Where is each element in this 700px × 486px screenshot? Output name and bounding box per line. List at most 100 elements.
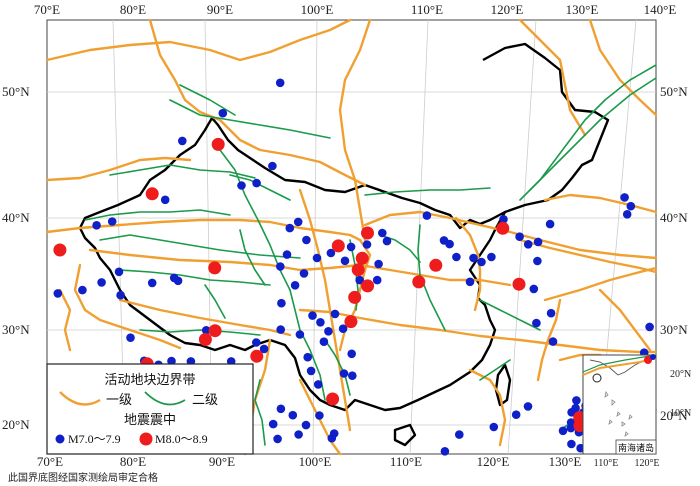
earthquake-m7-marker-72 <box>276 262 285 271</box>
earthquake-m7-marker-67 <box>355 275 365 285</box>
earthquake-m7-marker-47 <box>315 411 324 420</box>
earthquake-m7-marker-32 <box>251 338 261 347</box>
earthquake-m7-marker-115 <box>567 408 576 417</box>
earthquake-m7-marker-70 <box>290 281 300 290</box>
top-tick-110: 110°E <box>411 2 443 17</box>
left-tick-40: 40°N <box>2 210 30 225</box>
earthquake-m7-marker-82 <box>465 277 475 287</box>
inset-label: 南海诸岛 <box>618 442 654 454</box>
inset-label-box <box>615 439 657 455</box>
earthquake-m8-marker-9 <box>361 226 374 240</box>
earthquake-m8-marker-4 <box>198 333 212 346</box>
earthquake-m7-marker-53 <box>294 430 303 439</box>
top-axis-labels: 70°E 80°E 90°E 100°E 110°E 120°E 130°E 1… <box>34 2 676 17</box>
earthquake-m7-marker-8 <box>107 217 117 226</box>
map-approval-note: 此国界底图经国家测绘局审定合格 <box>8 471 158 484</box>
earthquake-m7-marker-39 <box>338 324 348 334</box>
earthquake-m8-marker-0 <box>53 243 67 257</box>
left-tick-50: 50°N <box>2 84 30 99</box>
bottom-tick-130: 130°E <box>549 454 582 469</box>
earthquake-m8-marker-11 <box>351 263 365 277</box>
earthquake-m8-marker-19 <box>512 277 526 291</box>
earthquake-m8-marker-13 <box>348 290 362 304</box>
earthquake-m7-marker-59 <box>326 248 336 258</box>
earthquake-m7-marker-0 <box>275 78 285 88</box>
earthquake-m7-marker-61 <box>346 242 356 252</box>
legend-second-class-label: 二级 <box>192 393 218 408</box>
earthquake-m7-marker-38 <box>330 309 340 319</box>
earthquake-m8-marker-14 <box>344 315 358 329</box>
earthquake-m7-marker-50 <box>288 410 298 420</box>
earthquake-m7-marker-52 <box>273 434 282 444</box>
earthquake-m7-marker-43 <box>313 380 323 389</box>
earthquake-m7-marker-118 <box>566 418 576 427</box>
earthquake-m7-marker-73 <box>282 250 292 259</box>
legend-second-class-swatch <box>144 391 186 406</box>
earthquake-m7-marker-27 <box>167 356 176 366</box>
earthquake-m7-marker-96 <box>511 410 521 420</box>
earthquake-m7-marker-95 <box>523 402 533 411</box>
earthquake-m7-marker-23 <box>173 276 183 286</box>
top-tick-90: 90°E <box>207 2 233 17</box>
earthquake-m7-marker-34 <box>295 330 305 339</box>
earthquake-m8-marker-18 <box>496 221 510 235</box>
earthquake-m7-marker-44 <box>339 369 349 378</box>
earthquake-m7-marker-56 <box>327 433 337 443</box>
inset-m8-marker <box>644 356 652 364</box>
earthquake-m7-marker-108 <box>622 210 632 219</box>
earthquake-m7-marker-31 <box>259 344 269 354</box>
earthquake-m7-marker-85 <box>499 215 508 224</box>
inset-second-class-boundary <box>582 354 657 373</box>
earthquake-m8-marker-2 <box>211 137 225 151</box>
legend-m8-swatch <box>139 432 153 446</box>
bottom-tick-80: 80°E <box>120 454 146 469</box>
earthquake-m7-marker-24 <box>126 333 135 343</box>
earthquake-m7-marker-99 <box>440 447 450 456</box>
earthquake-m8-marker-1 <box>145 187 159 201</box>
earthquake-m7-marker-62 <box>362 240 372 249</box>
earthquake-m7-marker-98 <box>455 430 464 439</box>
legend-first-class-swatch <box>59 391 101 406</box>
earthquake-m7-marker-63 <box>378 228 387 238</box>
inset-tick-lon-1: 110°E <box>594 458 619 469</box>
legend-earthquake-title: 地震震中 <box>124 413 176 428</box>
bottom-tick-100: 100°E <box>299 454 332 469</box>
earthquake-m7-marker-48 <box>301 420 311 430</box>
earthquake-m8-marker-5 <box>208 324 222 338</box>
left-tick-20: 20°N <box>2 417 30 432</box>
earthquake-m7-marker-75 <box>285 223 295 233</box>
inset-map: 南海诸岛 20°N 10°N 110°E 120°E <box>582 354 691 469</box>
top-tick-100: 100°E <box>301 2 334 17</box>
earthquake-m7-marker-21 <box>147 278 157 288</box>
earthquake-m7-marker-20 <box>116 290 125 300</box>
earthquake-m7-marker-65 <box>374 259 383 269</box>
earthquake-m7-marker-91 <box>529 284 539 294</box>
top-tick-80: 80°E <box>120 2 146 17</box>
earthquake-m7-marker-90 <box>533 256 542 266</box>
inset-tick-lat-2: 10°N <box>670 408 691 419</box>
earthquake-m7-marker-18 <box>97 278 106 287</box>
earthquake-m8-marker-17 <box>429 258 443 272</box>
earthquake-m7-marker-87 <box>523 240 533 249</box>
earthquake-m7-marker-58 <box>268 419 278 429</box>
earthquake-m7-marker-79 <box>445 239 454 249</box>
earthquake-m8-marker-12 <box>361 279 375 293</box>
legend-boundary-title: 活动地块边界带 <box>104 373 195 388</box>
earthquake-m7-marker-29 <box>201 326 211 335</box>
left-tick-30: 30°N <box>2 322 30 337</box>
earthquake-m7-marker-17 <box>78 285 87 295</box>
earthquake-m7-marker-4 <box>237 181 246 190</box>
right-tick-40: 40°N <box>660 210 688 225</box>
earthquake-m7-marker-3 <box>268 161 277 171</box>
earthquake-m7-marker-86 <box>515 232 524 241</box>
top-tick-130: 130°E <box>566 2 599 17</box>
earthquake-m8-marker-7 <box>250 349 264 363</box>
earthquake-m7-marker-64 <box>382 236 392 246</box>
earthquake-m7-marker-107 <box>626 201 636 211</box>
earthquake-m7-marker-35 <box>308 311 317 320</box>
earthquake-m7-marker-80 <box>452 252 461 262</box>
earthquake-m7-marker-66 <box>372 275 382 285</box>
earthquake-m7-marker-19 <box>114 267 124 277</box>
earthquake-m7-marker-37 <box>324 327 333 336</box>
